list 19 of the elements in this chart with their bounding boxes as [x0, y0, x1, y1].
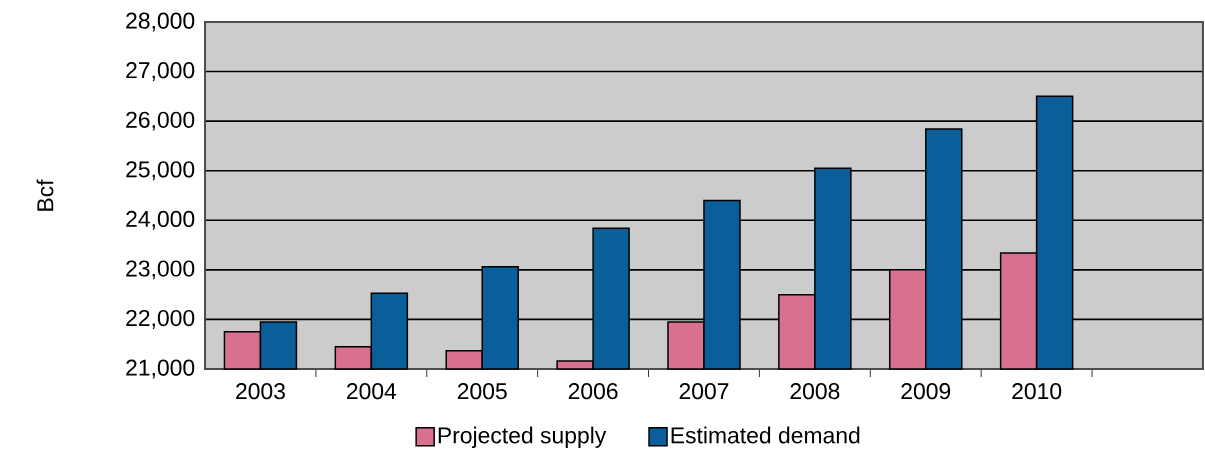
y-axis-title: Bcf [36, 179, 54, 211]
y-tick-label: 26,000 [126, 111, 195, 131]
y-tick-label: 25,000 [126, 161, 195, 181]
x-tick-label: 2006 [568, 383, 618, 400]
legend-label: Estimated demand [671, 426, 860, 444]
legend-label: Projected supply [438, 426, 607, 448]
x-tick-label: 2010 [1012, 383, 1062, 400]
x-tick-label: 2007 [679, 383, 729, 400]
x-tick-label: 2004 [347, 383, 397, 400]
x-tick-label: 2005 [457, 383, 507, 400]
y-tick-label: 23,000 [126, 260, 195, 280]
y-tick-label: 22,000 [126, 309, 195, 329]
y-tick-label: 28,000 [126, 12, 195, 32]
x-tick-label: 2008 [790, 383, 840, 400]
x-tick-label: 2009 [901, 383, 951, 400]
y-tick-label: 24,000 [126, 210, 195, 230]
y-tick-label: 21,000 [126, 359, 195, 379]
x-tick-label: 2003 [236, 383, 285, 400]
y-tick-label: 27,000 [126, 62, 195, 82]
